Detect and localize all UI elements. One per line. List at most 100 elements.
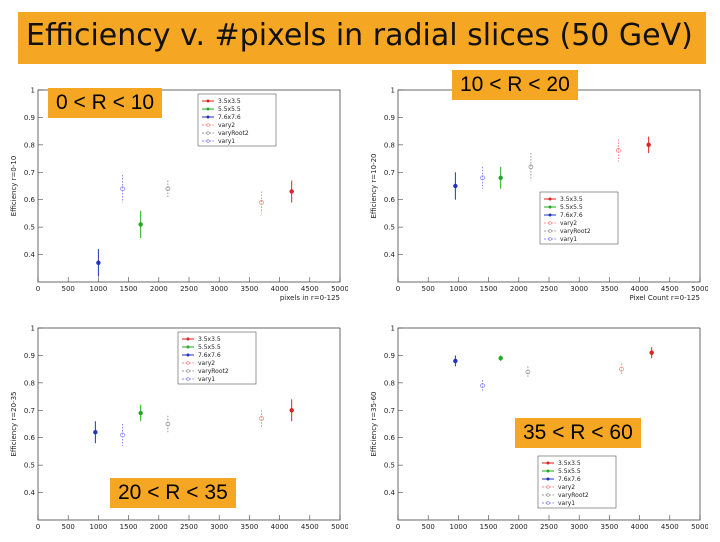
legend-label: 3.5x3.5 bbox=[560, 196, 583, 203]
x-tick-label: 4000 bbox=[271, 523, 289, 531]
data-point bbox=[93, 430, 98, 435]
x-tick-label: 3500 bbox=[240, 285, 258, 293]
x-tick-label: 4000 bbox=[631, 523, 649, 531]
legend-label: 3.5x3.5 bbox=[198, 336, 221, 343]
data-point bbox=[619, 366, 624, 372]
y-tick-label: 0.9 bbox=[24, 114, 35, 122]
y-tick-label: 1 bbox=[31, 325, 35, 333]
plot-frame bbox=[397, 89, 701, 283]
x-tick-label: 3000 bbox=[210, 285, 228, 293]
y-tick-label: 0.7 bbox=[384, 407, 395, 415]
x-tick-label: 5000 bbox=[331, 285, 348, 293]
y-tick-label: 0.5 bbox=[24, 462, 35, 470]
chart-svg: 0 500 1000 1500 2000 2500 3000 3500 4000 4500 5000… bbox=[10, 87, 348, 303]
data-point bbox=[259, 200, 264, 205]
legend-marker bbox=[186, 353, 190, 357]
x-tick-label: 500 bbox=[422, 285, 435, 293]
x-tick-label: 4000 bbox=[271, 285, 289, 293]
legend-label: vary1 bbox=[560, 236, 577, 243]
x-tick-label: 2500 bbox=[540, 285, 558, 293]
data-point bbox=[120, 186, 125, 192]
x-tick-label: 4500 bbox=[301, 285, 319, 293]
data-point bbox=[453, 358, 458, 364]
x-tick-label: 3500 bbox=[600, 523, 618, 531]
x-tick-label: 0 bbox=[396, 285, 400, 293]
y-tick-label: 0.8 bbox=[24, 141, 35, 149]
x-tick-label: 2500 bbox=[540, 523, 558, 531]
x-tick-label: 0 bbox=[396, 523, 400, 531]
x-tick-label: 2000 bbox=[510, 523, 528, 531]
legend-label: 7.6x7.6 bbox=[560, 212, 583, 219]
legend-marker bbox=[546, 461, 550, 465]
y-tick-label: 1 bbox=[391, 325, 395, 333]
x-tick-label: 5000 bbox=[691, 285, 708, 293]
legend-label: 5.5x5.5 bbox=[560, 204, 583, 211]
y-axis-label: Efficiency r=10-20 bbox=[370, 153, 378, 218]
legend-marker bbox=[546, 485, 550, 489]
y-tick-label: 0.8 bbox=[384, 379, 395, 387]
y-tick-label: 0.7 bbox=[384, 169, 395, 177]
data-point bbox=[646, 142, 651, 148]
page-title: Efficiency v. #pixels in radial slices (… bbox=[26, 18, 693, 53]
x-tick-label: 4000 bbox=[631, 285, 649, 293]
legend-marker bbox=[206, 107, 210, 111]
legend-label: varyRoot2 bbox=[558, 492, 589, 499]
legend-label: vary2 bbox=[560, 220, 577, 227]
y-tick-label: 0.4 bbox=[24, 251, 36, 259]
range-label-r10-20: 10 < R < 20 bbox=[452, 70, 578, 100]
data-point bbox=[96, 260, 101, 265]
y-axis-label: Efficiency r=0-10 bbox=[10, 156, 18, 217]
data-point bbox=[165, 186, 171, 192]
legend-marker bbox=[548, 205, 552, 209]
y-tick-label: 0.8 bbox=[24, 379, 35, 387]
x-tick-label: 2000 bbox=[510, 285, 528, 293]
legend-marker bbox=[548, 221, 552, 225]
y-tick-label: 0.7 bbox=[24, 407, 35, 415]
legend-box bbox=[537, 455, 617, 509]
legend-label: vary1 bbox=[558, 500, 575, 507]
x-axis-label: Pixel Count r=0-125 bbox=[629, 294, 700, 302]
legend-marker bbox=[186, 345, 190, 349]
legend-label: 5.5x5.5 bbox=[558, 468, 581, 475]
data-point bbox=[528, 164, 534, 170]
legend-label: vary1 bbox=[218, 138, 235, 145]
y-tick-label: 0.9 bbox=[24, 352, 35, 360]
legend-marker bbox=[546, 477, 550, 481]
data-point bbox=[616, 147, 621, 153]
legend-label: vary2 bbox=[198, 360, 215, 367]
data-point bbox=[120, 432, 125, 438]
legend-label: varyRoot2 bbox=[218, 130, 249, 137]
y-tick-label: 0.4 bbox=[384, 251, 396, 259]
data-point bbox=[453, 183, 458, 189]
x-tick-label: 5000 bbox=[691, 523, 708, 531]
data-point bbox=[480, 383, 485, 388]
legend-marker bbox=[206, 131, 210, 135]
x-tick-label: 3500 bbox=[600, 285, 618, 293]
y-tick-label: 0.9 bbox=[384, 114, 395, 122]
x-tick-label: 0 bbox=[36, 285, 40, 293]
legend-marker bbox=[548, 229, 552, 233]
y-tick-label: 0.7 bbox=[24, 169, 35, 177]
legend-label: 3.5x3.5 bbox=[558, 460, 581, 467]
x-axis-label: pixels in r=0-125 bbox=[280, 294, 340, 302]
x-tick-label: 3000 bbox=[210, 523, 228, 531]
legend-label: 3.5x3.5 bbox=[218, 98, 241, 105]
chart-panel-r20-35: 0 500 1000 1500 2000 2500 3000 3500 4000 4500 5000… bbox=[8, 322, 348, 542]
data-point bbox=[165, 421, 171, 427]
y-tick-label: 0.5 bbox=[384, 224, 395, 232]
y-tick-label: 0.4 bbox=[24, 489, 36, 497]
x-tick-label: 500 bbox=[62, 523, 75, 531]
range-label-r35-60: 35 < R < 60 bbox=[515, 418, 641, 448]
legend-label: 7.6x7.6 bbox=[218, 114, 241, 121]
x-tick-label: 2500 bbox=[180, 285, 198, 293]
range-label-r20-35: 20 < R < 35 bbox=[110, 478, 236, 508]
x-tick-label: 3500 bbox=[240, 523, 258, 531]
legend-label: varyRoot2 bbox=[560, 228, 591, 235]
legend-marker bbox=[548, 197, 552, 201]
y-tick-label: 0.5 bbox=[24, 224, 35, 232]
data-point bbox=[289, 189, 294, 194]
x-tick-label: 1500 bbox=[120, 285, 138, 293]
y-tick-label: 0.8 bbox=[384, 141, 395, 149]
legend-marker bbox=[206, 99, 210, 103]
legend-marker bbox=[548, 237, 552, 241]
